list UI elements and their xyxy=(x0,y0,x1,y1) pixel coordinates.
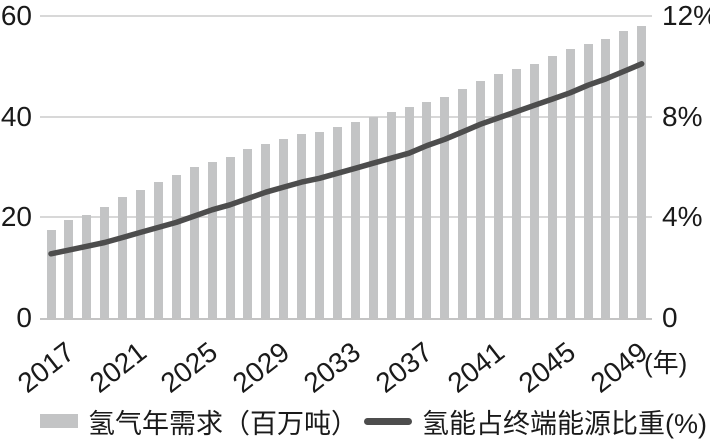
y-left-tick-20: 20 xyxy=(0,201,32,233)
x-tick-2021: 2021 xyxy=(83,336,152,399)
bar-2026 xyxy=(207,161,217,318)
bar-2022 xyxy=(136,189,145,318)
bar-series-swatch xyxy=(40,414,78,428)
y-left-tick-0: 0 xyxy=(16,302,32,333)
bar-2029 xyxy=(261,144,271,318)
x-tick-2033: 2033 xyxy=(298,336,367,399)
bar-2032 xyxy=(315,131,324,318)
bar-2017 xyxy=(46,229,56,318)
bar-2030 xyxy=(279,139,289,318)
y-right-tick-12%: 12% xyxy=(662,0,710,31)
line-series-path xyxy=(48,61,645,257)
bar-2044 xyxy=(529,63,539,318)
bar-2039 xyxy=(440,96,450,318)
bar-2035 xyxy=(368,116,378,318)
bar-2040 xyxy=(458,88,468,318)
bar-2047 xyxy=(583,43,593,318)
legend-item-bar-series: 氢气年需求（百万吨） xyxy=(40,404,358,439)
legend: 氢气年需求（百万吨） 氢能占终端能源比重(%) xyxy=(0,404,710,439)
bar-2018 xyxy=(64,219,74,318)
bar-2043 xyxy=(511,68,521,318)
line-series-label: 氢能占终端能源比重(%) xyxy=(422,408,707,439)
bar-2046 xyxy=(565,48,575,318)
line-series-svg xyxy=(48,61,645,257)
bar-2036 xyxy=(386,111,396,318)
gridline-40 xyxy=(40,115,652,118)
legend-item-line-series: 氢能占终端能源比重(%) xyxy=(364,404,707,439)
bar-2045 xyxy=(547,56,557,318)
y-left-tick-60: 60 xyxy=(0,0,32,31)
bar-2042 xyxy=(494,73,503,318)
bar-2023 xyxy=(153,182,163,318)
bar-2038 xyxy=(422,101,432,318)
bar-2037 xyxy=(404,106,414,318)
plot-area xyxy=(40,15,652,320)
gridline-20 xyxy=(40,216,652,219)
bar-2034 xyxy=(350,121,360,318)
bar-2048 xyxy=(601,38,611,318)
y-left-tick-40: 40 xyxy=(0,100,32,132)
y-right-tick-8%: 8% xyxy=(662,100,703,132)
bar-2020 xyxy=(100,207,110,318)
x-tick-2045: 2045 xyxy=(513,336,582,399)
bar-2028 xyxy=(243,149,253,318)
bar-2021 xyxy=(118,197,128,318)
x-tick-2037: 2037 xyxy=(369,336,439,399)
x-tick-2025: 2025 xyxy=(155,336,224,399)
bar-2049 xyxy=(619,31,629,318)
x-axis-unit-label: (年) xyxy=(644,348,688,378)
line-series-swatch xyxy=(364,417,412,425)
x-tick-2041: 2041 xyxy=(441,336,510,399)
y-right-tick-4%: 4% xyxy=(662,201,703,233)
bar-2019 xyxy=(82,214,92,318)
bar-2031 xyxy=(297,134,307,318)
x-tick-2017: 2017 xyxy=(11,336,81,399)
y-right-tick-0: 0 xyxy=(662,302,678,333)
bar-series-label: 氢气年需求（百万吨） xyxy=(88,408,358,439)
x-tick-2029: 2029 xyxy=(226,336,295,399)
gridline-60 xyxy=(40,15,652,17)
bar-2050 xyxy=(637,26,647,318)
bar-2024 xyxy=(171,174,181,318)
bar-2025 xyxy=(189,167,199,318)
bar-2033 xyxy=(332,126,342,318)
bar-2027 xyxy=(225,156,235,318)
bar-2041 xyxy=(476,81,486,318)
